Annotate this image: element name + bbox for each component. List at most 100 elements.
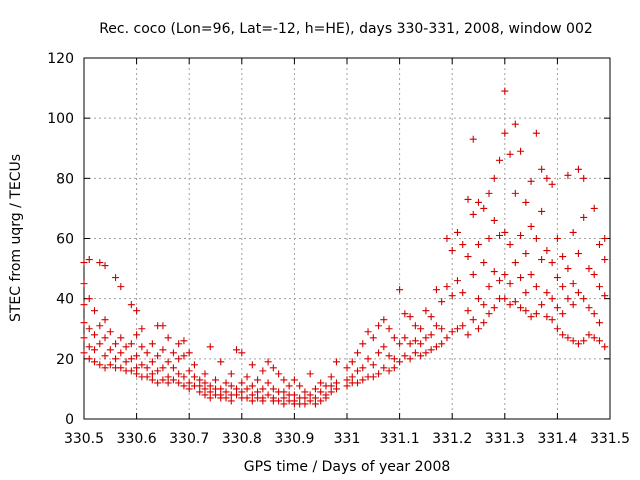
data-point	[574, 250, 582, 258]
data-point	[485, 310, 493, 318]
data-point	[475, 241, 482, 249]
data-point	[422, 334, 430, 342]
data-point	[290, 391, 298, 399]
data-point	[364, 355, 372, 363]
data-point	[264, 379, 272, 387]
y-tick-label: 40	[56, 292, 74, 308]
data-point	[385, 325, 393, 333]
data-point	[122, 358, 130, 366]
data-point	[80, 301, 88, 309]
data-point	[311, 385, 319, 393]
data-point	[217, 385, 225, 393]
data-point	[117, 349, 125, 357]
x-tick-label: 331.3	[485, 431, 525, 447]
x-axis: 330.5 330.6 330.7 330.8 330.9 331 331.1 331.2 33…	[64, 58, 630, 447]
data-point	[101, 364, 109, 372]
data-point	[559, 253, 567, 261]
data-point	[511, 189, 519, 197]
data-point	[101, 316, 109, 324]
data-point	[496, 277, 504, 285]
data-point	[133, 352, 141, 360]
data-point	[580, 295, 588, 303]
data-points	[80, 87, 609, 408]
data-point	[443, 283, 451, 291]
data-point	[585, 331, 593, 339]
x-tick-label: 330.6	[117, 431, 157, 447]
y-tick-label: 60	[56, 232, 74, 248]
data-point	[380, 316, 388, 324]
data-point	[159, 346, 167, 354]
data-point	[543, 289, 551, 297]
data-point	[590, 310, 598, 318]
data-point	[112, 340, 120, 348]
data-point	[496, 156, 504, 164]
data-point	[548, 259, 556, 267]
data-point	[85, 295, 93, 303]
data-point	[385, 352, 393, 360]
data-point	[564, 334, 572, 342]
data-point	[538, 256, 546, 264]
data-point	[406, 355, 414, 363]
data-point	[280, 388, 288, 396]
data-point	[212, 376, 219, 384]
data-point	[511, 298, 519, 306]
data-point	[569, 228, 577, 236]
data-point	[490, 304, 498, 312]
data-point	[375, 322, 383, 330]
data-point	[396, 340, 404, 348]
data-point	[595, 283, 603, 291]
x-tick-label: 331.5	[590, 431, 630, 447]
data-point	[422, 349, 430, 357]
data-point	[459, 241, 467, 249]
data-point	[480, 301, 488, 309]
data-point	[196, 382, 204, 390]
data-point	[254, 388, 262, 396]
data-point	[517, 147, 525, 155]
data-point	[359, 340, 367, 348]
data-point	[480, 204, 488, 212]
data-point	[343, 364, 351, 372]
data-point	[259, 367, 267, 375]
data-point	[133, 364, 141, 372]
data-point	[532, 235, 540, 242]
data-point	[580, 213, 588, 221]
x-tick-label: 331.4	[537, 431, 577, 447]
data-point	[506, 280, 514, 288]
data-point	[264, 391, 272, 399]
data-point	[101, 262, 109, 270]
data-point	[169, 349, 177, 357]
data-point	[101, 334, 109, 342]
data-point	[464, 307, 472, 315]
data-point	[511, 259, 519, 267]
data-point	[559, 310, 567, 318]
data-point	[238, 349, 246, 357]
data-point	[601, 292, 609, 300]
data-point	[396, 358, 404, 366]
data-point	[517, 274, 525, 282]
data-point	[411, 337, 419, 345]
data-point	[574, 289, 582, 297]
data-point	[169, 364, 177, 372]
data-point	[538, 301, 546, 309]
data-point	[164, 358, 172, 366]
data-point	[280, 376, 288, 384]
data-point	[180, 337, 188, 345]
data-point	[522, 198, 530, 206]
data-point	[233, 391, 241, 399]
data-point	[564, 295, 572, 303]
data-point	[496, 231, 504, 239]
data-point	[354, 367, 362, 375]
data-point	[532, 283, 540, 291]
data-point	[180, 352, 188, 360]
data-point	[501, 87, 509, 95]
data-point	[590, 334, 598, 342]
data-point	[327, 388, 335, 396]
data-point	[91, 358, 99, 366]
data-point	[569, 280, 577, 288]
data-point	[385, 367, 393, 375]
data-point	[169, 376, 177, 384]
data-point	[480, 319, 488, 327]
data-point	[527, 313, 535, 321]
data-point	[148, 376, 156, 384]
data-point	[595, 337, 603, 345]
